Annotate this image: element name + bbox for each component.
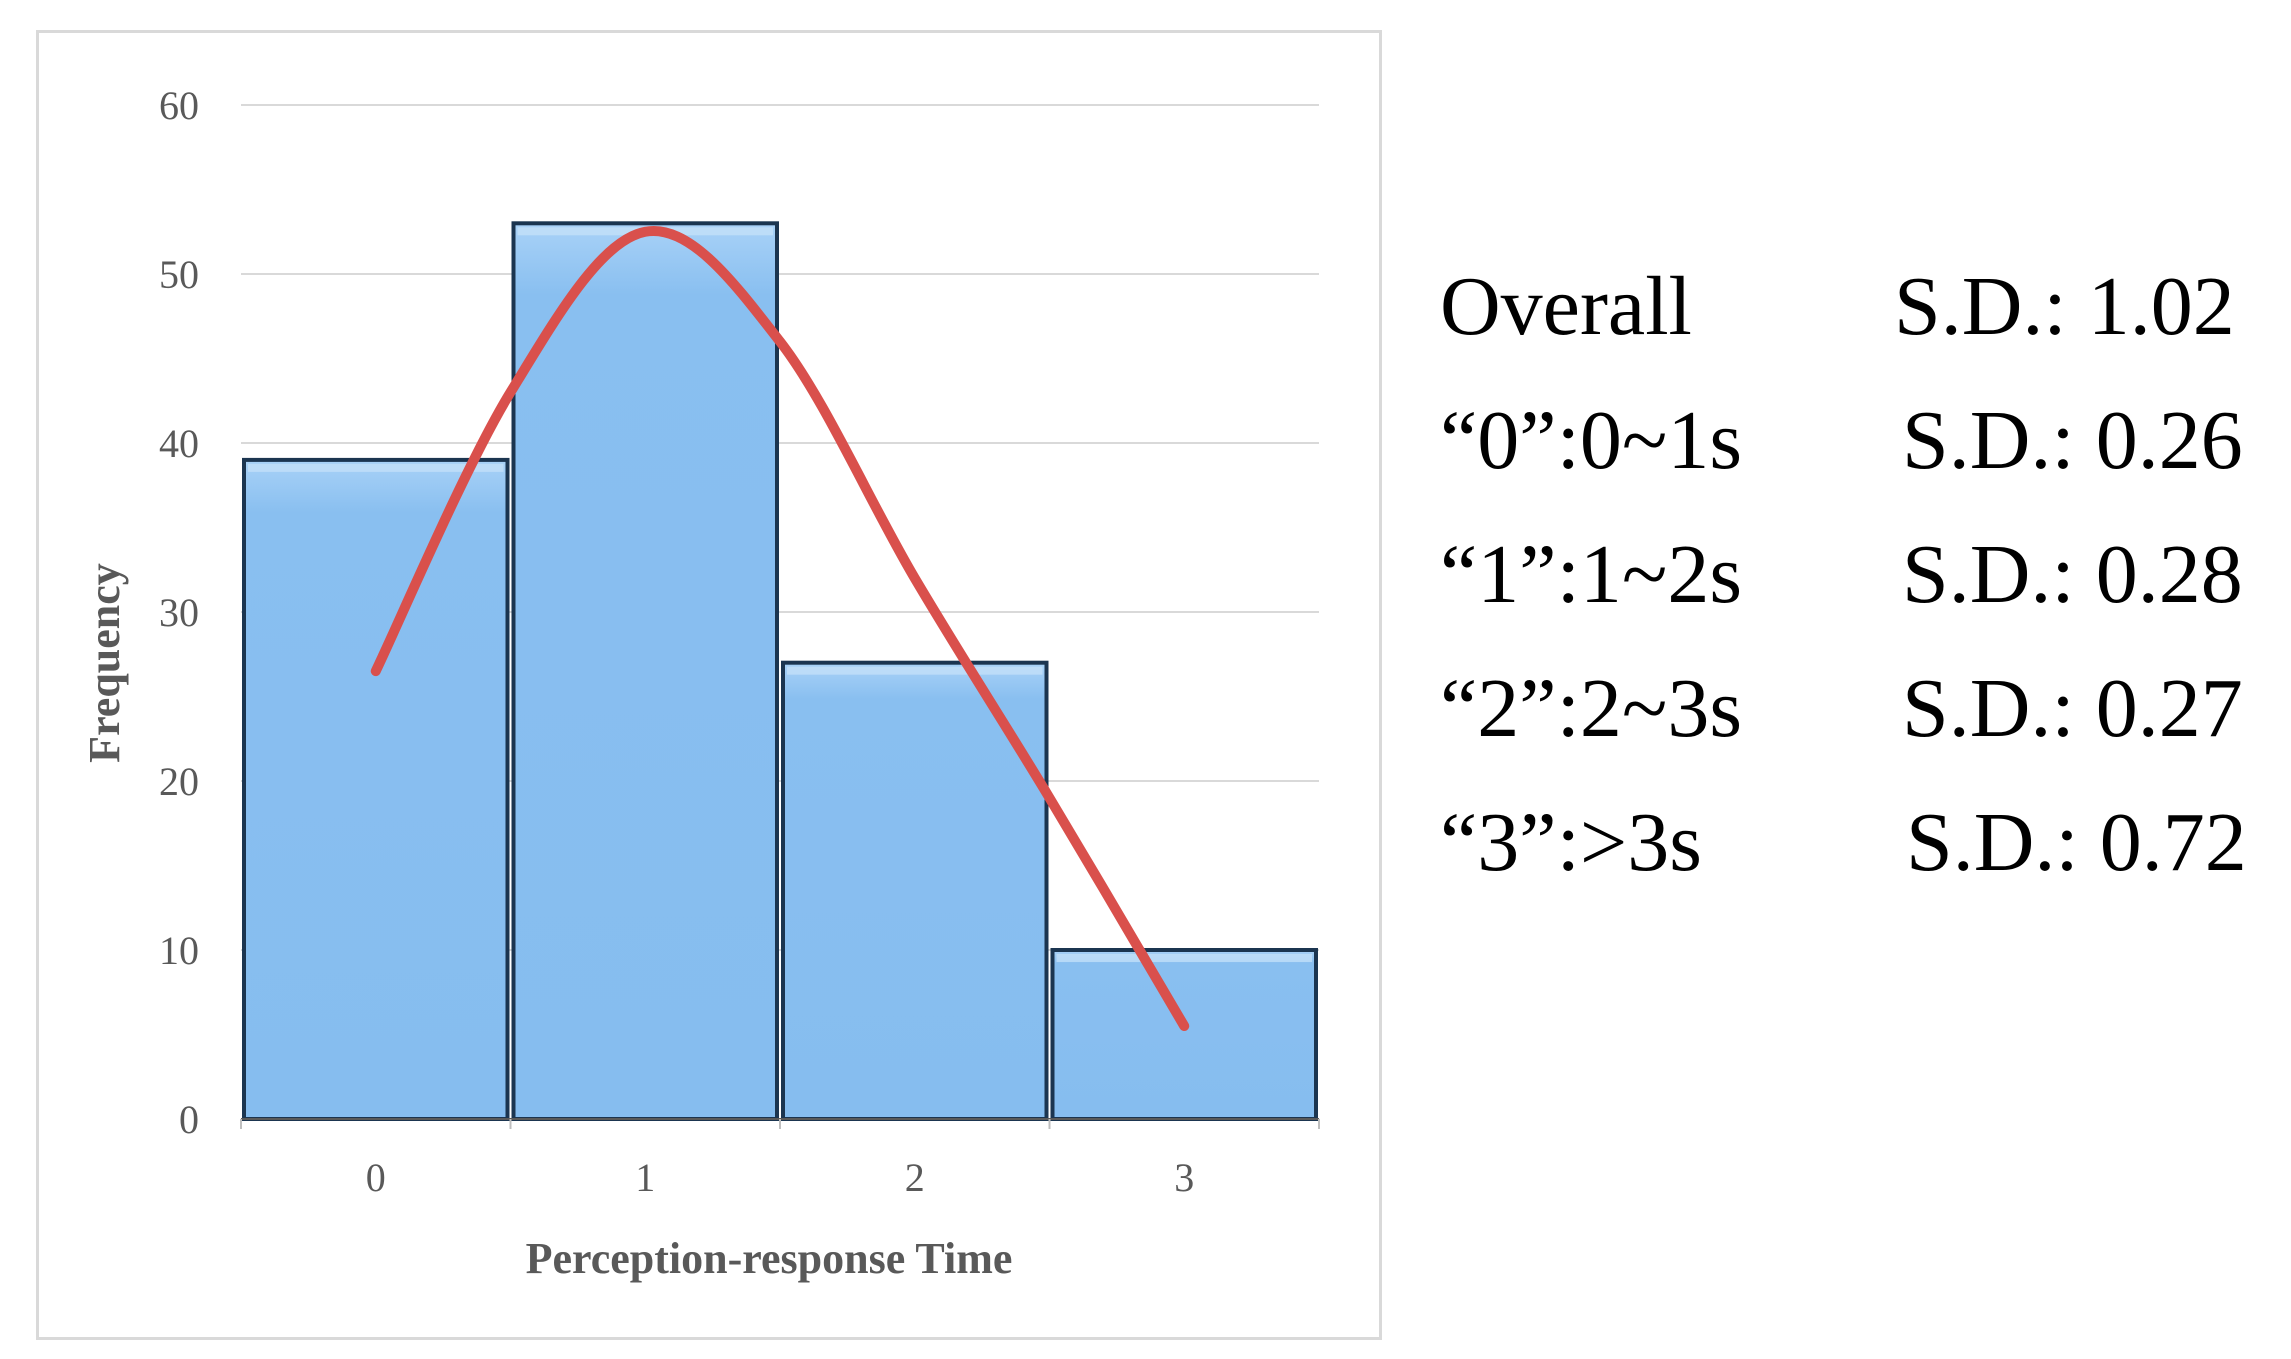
stat-value: S.D.: 0.27 xyxy=(1902,662,2243,755)
stat-row-overall: Overall S.D.: 1.02 xyxy=(1440,240,2280,374)
trend-curve xyxy=(370,225,1190,1032)
y-tick-label: 60 xyxy=(159,83,199,128)
stat-label: “3”:>3s xyxy=(1440,796,1702,889)
x-axis-title: Perception-response Time xyxy=(526,1234,1013,1283)
bars xyxy=(242,221,1318,1122)
y-tick-label: 10 xyxy=(159,928,199,973)
y-tick-label: 0 xyxy=(179,1097,199,1142)
axes xyxy=(240,1118,1320,1129)
x-tick-label: 0 xyxy=(366,1155,386,1200)
bar xyxy=(511,221,779,1122)
stat-value: S.D.: 1.02 xyxy=(1894,260,2235,353)
bar xyxy=(781,660,1049,1121)
stat-row-2: “2”:2~3s S.D.: 0.27 xyxy=(1440,642,2280,776)
bar-highlight xyxy=(787,666,1043,675)
x-tick-label: 1 xyxy=(635,1155,655,1200)
stat-row-0: “0”:0~1s S.D.: 0.26 xyxy=(1440,374,2280,508)
bar-highlight xyxy=(248,463,504,472)
y-tick-label: 40 xyxy=(159,421,199,466)
stat-value: S.D.: 0.72 xyxy=(1906,796,2247,889)
statistics-panel: Overall S.D.: 1.02 “0”:0~1s S.D.: 0.26 “… xyxy=(1440,240,2280,910)
stat-row-3: “3”:>3s S.D.: 0.72 xyxy=(1440,776,2280,910)
stat-label: “2”:2~3s xyxy=(1440,662,1743,755)
stat-label: Overall xyxy=(1440,260,1692,353)
stat-label: “0”:0~1s xyxy=(1440,394,1743,487)
histogram-chart: 0 10 20 30 40 50 60 0 1 2 3 Perception-response T… xyxy=(80,83,1320,1283)
bar-highlight xyxy=(1056,954,1312,962)
trend-line xyxy=(370,225,1190,1032)
y-axis-title: Frequency xyxy=(80,563,129,763)
y-tick-label: 20 xyxy=(159,759,199,804)
bar xyxy=(1050,948,1318,1121)
x-tick-label: 3 xyxy=(1174,1155,1194,1200)
chart-panel: 0 10 20 30 40 50 60 0 1 2 3 Perception-response T… xyxy=(36,30,1382,1340)
stat-value: S.D.: 0.28 xyxy=(1902,528,2243,621)
bar xyxy=(242,457,510,1121)
stat-row-1: “1”:1~2s S.D.: 0.28 xyxy=(1440,508,2280,642)
x-tick-label: 2 xyxy=(905,1155,925,1200)
stat-label: “1”:1~2s xyxy=(1440,528,1743,621)
stat-value: S.D.: 0.26 xyxy=(1902,394,2243,487)
y-tick-labels: 0 10 20 30 40 50 60 xyxy=(159,83,199,1142)
x-tick-labels: 0 1 2 3 xyxy=(366,1155,1195,1200)
y-tick-label: 30 xyxy=(159,590,199,635)
y-tick-label: 50 xyxy=(159,252,199,297)
